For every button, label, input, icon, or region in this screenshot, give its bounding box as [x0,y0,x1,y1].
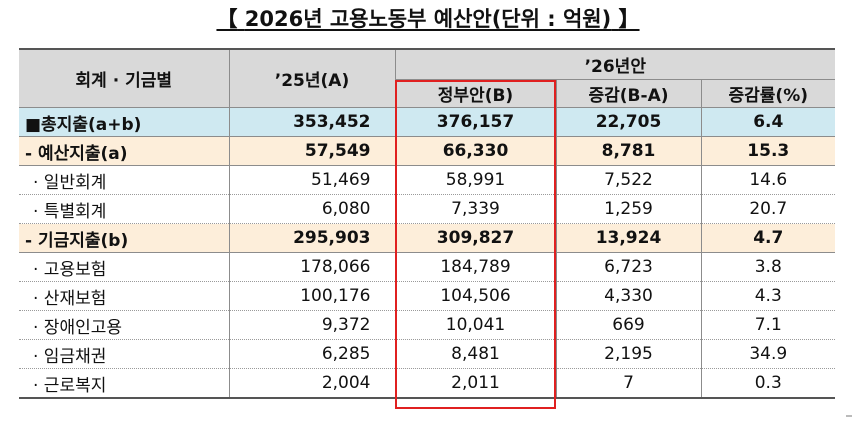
cell-gov: 58,991 [394,165,557,195]
header-difference: 증감(B-A) [555,79,702,108]
cell-rate: 4.7 [700,223,836,253]
row-label: · 근로복지 [19,368,230,399]
cell-gov: 2,011 [394,368,557,399]
page-title: 【 2026년 고용노동부 예산안(단위 : 억원) 】 [0,3,856,33]
cell-gov: 184,789 [394,252,557,282]
row-label: - 예산지출(a) [19,136,230,166]
cell-gov: 309,827 [394,223,557,253]
cell-diff: 2,195 [555,339,702,369]
cell-prev: 178,066 [228,252,396,282]
cell-rate: 34.9 [700,339,836,369]
cell-prev: 6,080 [228,194,396,224]
cell-diff: 4,330 [555,281,702,311]
cell-diff: 8,781 [555,136,702,166]
cell-prev: 295,903 [228,223,396,253]
cell-prev: 353,452 [228,107,396,137]
cell-prev: 2,004 [228,368,396,399]
row-label: · 장애인고용 [19,310,230,340]
cell-gov: 8,481 [394,339,557,369]
row-label: · 일반회계 [19,165,230,195]
table-row-fund: - 기금지출(b) 295,903 309,827 13,924 4.7 [19,223,836,253]
cell-rate: 7.1 [700,310,836,340]
cell-diff: 7 [555,368,702,399]
header-prev-year: ’25년(A) [228,48,396,108]
cell-prev: 9,372 [228,310,396,340]
row-label: · 산재보험 [19,281,230,311]
cell-diff: 669 [555,310,702,340]
table-row: · 특별회계 6,080 7,339 1,259 20.7 [19,194,836,224]
budget-table: 회계 · 기금별 ’25년(A) ’26년안 정부안(B) 증감(B-A) 증감… [19,48,836,399]
cell-prev: 100,176 [228,281,396,311]
cell-diff: 22,705 [555,107,702,137]
header-category: 회계 · 기금별 [19,48,230,108]
row-label: · 임금채권 [19,339,230,369]
cell-prev: 51,469 [228,165,396,195]
row-label: - 기금지출(b) [19,223,230,253]
cell-rate: 0.3 [700,368,836,399]
header-2026-group: ’26년안 [394,48,836,80]
cell-rate: 6.4 [700,107,836,137]
row-label: · 고용보험 [19,252,230,282]
cell-diff: 7,522 [555,165,702,195]
table-row: · 근로복지 2,004 2,011 7 0.3 [19,368,836,399]
cell-rate: 4.3 [700,281,836,311]
cell-rate: 3.8 [700,252,836,282]
table-row: · 일반회계 51,469 58,991 7,522 14.6 [19,165,836,195]
table-row: · 산재보험 100,176 104,506 4,330 4.3 [19,281,836,311]
corner-mark [846,415,852,417]
table-row: · 임금채권 6,285 8,481 2,195 34.9 [19,339,836,369]
header-change-rate: 증감률(%) [700,79,836,108]
cell-rate: 20.7 [700,194,836,224]
cell-diff: 1,259 [555,194,702,224]
cell-gov: 66,330 [394,136,557,166]
header-government-plan: 정부안(B) [394,79,557,108]
row-label: ■총지출(a+b) [19,107,230,137]
cell-rate: 15.3 [700,136,836,166]
cell-diff: 6,723 [555,252,702,282]
cell-prev: 6,285 [228,339,396,369]
cell-diff: 13,924 [555,223,702,253]
cell-gov: 376,157 [394,107,557,137]
table-row: · 고용보험 178,066 184,789 6,723 3.8 [19,252,836,282]
title-open-bracket: 【 [216,7,238,31]
table-row-budget: - 예산지출(a) 57,549 66,330 8,781 15.3 [19,136,836,166]
table-header: 회계 · 기금별 ’25년(A) ’26년안 정부안(B) 증감(B-A) 증감… [19,48,836,108]
cell-gov: 104,506 [394,281,557,311]
budget-table-wrapper: 회계 · 기금별 ’25년(A) ’26년안 정부안(B) 증감(B-A) 증감… [19,48,836,409]
title-close-bracket: 】 [618,7,640,31]
row-label: · 특별회계 [19,194,230,224]
table-row: · 장애인고용 9,372 10,041 669 7.1 [19,310,836,340]
title-text: 2026년 고용노동부 예산안(단위 : 억원) [244,7,612,31]
table-body: ■총지출(a+b) 353,452 376,157 22,705 6.4 - 예… [19,107,836,399]
cell-prev: 57,549 [228,136,396,166]
cell-rate: 14.6 [700,165,836,195]
table-row-total: ■총지출(a+b) 353,452 376,157 22,705 6.4 [19,107,836,137]
cell-gov: 7,339 [394,194,557,224]
cell-gov: 10,041 [394,310,557,340]
